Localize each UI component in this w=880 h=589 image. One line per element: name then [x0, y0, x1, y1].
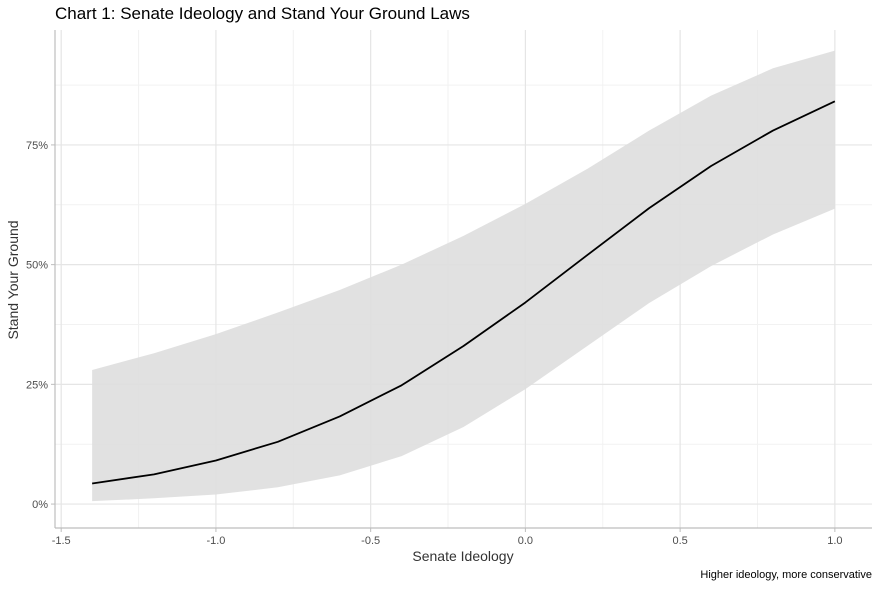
y-tick-label: 25%	[26, 379, 48, 391]
tick-labels: -1.5 -1.0 -0.5 0.0 0.5 1.0 0% 25% 50% 75%	[26, 140, 843, 547]
y-axis-title: Stand Your Ground	[5, 220, 21, 339]
chart-caption: Higher ideology, more conservative	[700, 569, 872, 581]
x-tick-label: -1.0	[206, 535, 225, 547]
x-tick-label: 1.0	[827, 535, 842, 547]
axes	[54, 30, 872, 529]
series-line	[92, 100, 836, 485]
x-tick-label: 0.0	[518, 535, 533, 547]
confidence-band-area	[92, 50, 835, 502]
y-tick-label: 50%	[26, 260, 48, 272]
chart-title: Chart 1: Senate Ideology and Stand Your …	[55, 4, 470, 23]
confidence-band	[92, 50, 835, 502]
series-line-path	[92, 100, 836, 485]
y-tick-label: 75%	[26, 140, 48, 152]
x-tick-label: 0.5	[672, 535, 687, 547]
x-axis-title: Senate Ideology	[412, 548, 513, 564]
x-tick-label: -0.5	[361, 535, 380, 547]
x-tick-label: -1.5	[52, 535, 71, 547]
y-tick-label: 0%	[32, 499, 48, 511]
